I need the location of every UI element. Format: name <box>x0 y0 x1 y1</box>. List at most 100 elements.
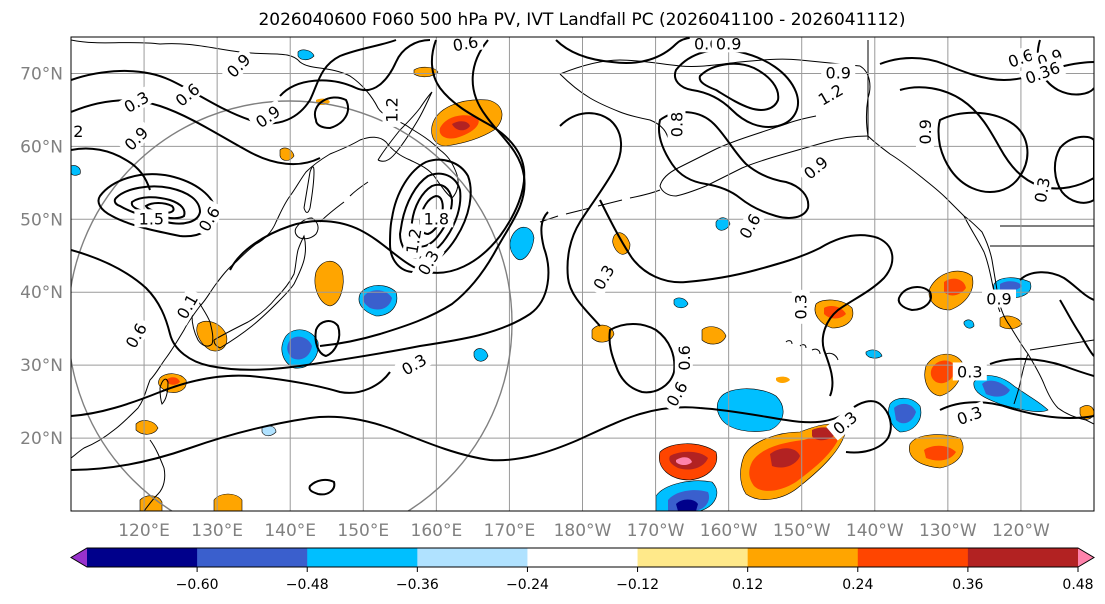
lat-tick-label: 40°N <box>20 283 63 303</box>
contour-label-bg <box>382 92 401 127</box>
contour-label-bg <box>796 149 835 186</box>
colorbar-tick-label: −0.12 <box>616 577 659 593</box>
pv-anomaly-blob <box>982 380 1010 397</box>
pv-contour <box>319 39 526 347</box>
colorbar: −0.60 −0.48 −0.36 −0.24 −0.12 0.12 0.24 0.36 0.4… <box>70 547 1095 593</box>
pv-contour <box>113 185 202 225</box>
colorbar-tick-label: −0.48 <box>286 577 329 593</box>
contour-label: 1.5 <box>134 209 169 228</box>
pv-contour <box>229 39 526 274</box>
sakhalin-coastline <box>303 166 315 213</box>
contour-label-bg <box>71 121 86 140</box>
contour-label-text: 0.8 <box>667 112 686 137</box>
contour-label-bg <box>711 37 746 53</box>
pv-contour <box>599 199 894 397</box>
pv-anomaly-blob <box>930 360 956 384</box>
pv-contour <box>899 86 1094 190</box>
pv-anomaly-blob <box>716 388 784 432</box>
pv-contour <box>388 158 472 274</box>
pv-anomaly-blob <box>676 457 692 465</box>
contour-label: 1.8 <box>419 209 454 228</box>
lat-tick-label: 50°N <box>20 210 63 230</box>
pv-contour <box>71 400 892 471</box>
contour-label: 0.9 <box>821 63 856 82</box>
pv-anomaly-blob <box>509 226 535 260</box>
lon-tick-label: 120°W <box>992 521 1050 541</box>
contour-label-bg <box>811 78 850 111</box>
contour-label-text: 0.3 <box>957 362 982 381</box>
lon-tick-label: 130°E <box>191 521 243 541</box>
hawaii-islands <box>785 340 839 361</box>
pv-anomaly-blob <box>287 336 312 360</box>
contour-label-bg <box>667 107 686 142</box>
pv-anomaly-blob <box>297 49 315 61</box>
contour-label-bg <box>915 114 934 149</box>
contour-label-bg <box>134 209 169 228</box>
colorbar-tick-label: 0.36 <box>952 577 983 593</box>
colorbar-tick-label: 0.24 <box>842 577 873 593</box>
us-canada-border <box>867 40 1094 247</box>
colorbar-bin <box>197 548 308 567</box>
colorbar-bin <box>87 548 198 567</box>
contour-label-text: 0.9 <box>916 119 935 144</box>
pv-contour <box>559 112 622 327</box>
pv-contour <box>698 62 780 111</box>
contour-label: 1.2 <box>401 222 426 260</box>
lat-tick-label: 70°N <box>20 64 63 84</box>
lon-tick-label: 120°E <box>118 521 170 541</box>
contour-label: 0.3 <box>1030 171 1054 209</box>
lon-tick-label: 180°W <box>554 521 612 541</box>
pv-contour <box>1054 135 1094 204</box>
lon-tick-label: 150°W <box>773 521 831 541</box>
contour-label-text: 1.8 <box>424 209 449 228</box>
pv-anomaly-blob <box>196 321 228 352</box>
contour-label-bg <box>821 63 856 82</box>
contour-label-text: 0.6 <box>675 345 694 370</box>
map-plot-area: 0.6 0.60.90.60.90.360.90.3 0.60.9 1.20.920.… <box>71 32 1094 511</box>
pv-contour <box>314 320 341 358</box>
pv-contour <box>1059 299 1094 357</box>
contour-label-bg <box>733 206 766 246</box>
pv-contour <box>71 211 550 371</box>
contour-label-bg <box>411 243 445 282</box>
contour-label-bg <box>1001 43 1040 73</box>
contour-label-bg <box>248 99 287 134</box>
pv-anomaly-blob <box>944 278 966 296</box>
pv-anomaly-blob <box>865 349 883 359</box>
pv-contour <box>1019 271 1094 301</box>
contour-label: 0.9 <box>982 289 1017 309</box>
latitude-ticks: 70°N 60°N 50°N 40°N 30°N 20°N <box>20 64 63 449</box>
contour-label: 0.8 <box>667 107 686 142</box>
contour-label-bg <box>674 340 693 375</box>
colorbar-bin <box>857 548 969 567</box>
lon-tick-label: 170°E <box>484 521 536 541</box>
colorbar-tick-label: 0.48 <box>1062 577 1093 593</box>
contour-label-bg <box>401 222 426 260</box>
pv-contour <box>71 99 321 166</box>
contour-label-text: 0.9 <box>716 34 741 53</box>
lon-tick-label: 140°E <box>264 521 316 541</box>
lon-tick-label: 130°W <box>919 521 977 541</box>
colorbar-tick-label: 0.12 <box>732 577 763 593</box>
contour-label-text: 1.2 <box>402 227 425 255</box>
pv-contour <box>897 286 932 312</box>
contour-label-bg <box>660 374 693 414</box>
longitude-ticks: 120°E 130°E 140°E 150°E 160°E 170°E 180°W 170°W… <box>118 521 1050 541</box>
contour-label: 0.6 <box>674 340 694 375</box>
contour-label: 0.3 <box>952 362 987 381</box>
pv-anomaly-blob <box>473 348 489 362</box>
pv-anomaly-blob <box>963 319 975 329</box>
contour-label-bg <box>982 289 1017 308</box>
map-frame <box>70 36 1095 512</box>
contour-label-text: 0.9 <box>826 63 851 82</box>
contour-label-bg <box>117 85 156 119</box>
contour-label-bg <box>826 404 864 441</box>
contour-label-bg <box>119 316 153 355</box>
pv-anomaly-blob <box>452 121 470 131</box>
contour-label: 0.6 <box>660 374 693 414</box>
pv-contour <box>608 323 676 394</box>
pv-contour <box>71 371 391 417</box>
colorbar-extend-low <box>71 548 87 567</box>
contour-label-text: 0.6 <box>451 32 479 55</box>
pv-anomaly-blob <box>166 377 180 385</box>
